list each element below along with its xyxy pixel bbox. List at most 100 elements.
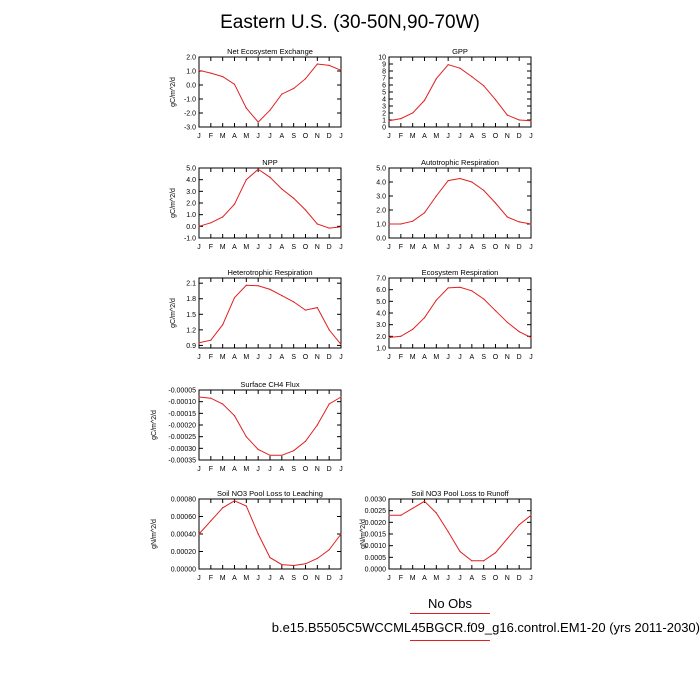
x-tick-label: J: [256, 466, 260, 473]
data-point: [304, 78, 307, 80]
data-point: [233, 415, 236, 417]
series-line: [198, 396, 342, 456]
plot-frame: [198, 498, 342, 570]
data-point: [198, 396, 200, 398]
data-point: [388, 223, 390, 225]
x-tick-label: S: [481, 133, 486, 140]
y-tick-label: 4.0: [186, 177, 196, 184]
x-tick-label: D: [327, 354, 332, 361]
y-tick-label: 0.00000: [171, 567, 196, 574]
x-tick-label: J: [197, 575, 201, 582]
data-point: [304, 440, 307, 442]
x-tick-label: J: [268, 354, 272, 361]
data-point: [423, 99, 426, 101]
x-tick-label: A: [232, 354, 237, 361]
data-point: [471, 290, 473, 292]
x-tick-label: D: [327, 244, 332, 251]
data-point: [483, 189, 485, 191]
data-point: [222, 76, 224, 78]
y-tick-label: 0.00040: [171, 532, 196, 539]
data-point: [245, 284, 247, 286]
x-tick-label: J: [256, 244, 260, 251]
data-point: [257, 533, 259, 535]
data-point: [483, 560, 485, 562]
x-tick-label: M: [410, 575, 416, 582]
y-axis-label: gN/m^2/d: [360, 519, 367, 549]
x-tick-label: S: [481, 354, 486, 361]
data-point: [340, 69, 342, 71]
x-tick-label: J: [268, 466, 272, 473]
x-tick-label: A: [422, 133, 427, 140]
x-tick-label: J: [339, 133, 343, 140]
x-tick-label: J: [387, 354, 391, 361]
data-point: [506, 321, 508, 323]
chart-panel: J F M A M J J A S O N D J0.000000.000200.000400.0006…: [151, 489, 343, 582]
series-line: [198, 284, 342, 345]
x-tick-label: A: [232, 575, 237, 582]
x-tick-label: J: [339, 575, 343, 582]
data-point: [412, 112, 414, 114]
data-point: [198, 533, 200, 535]
series-line: [388, 64, 532, 122]
y-tick-label: 1.2: [186, 327, 196, 334]
data-point: [281, 295, 283, 297]
data-point: [340, 396, 342, 398]
data-point: [400, 223, 402, 225]
data-point: [304, 563, 307, 565]
data-point: [210, 397, 212, 399]
panel-title: Autotrophic Respiration: [421, 158, 499, 167]
y-tick-label: -0.00010: [168, 399, 196, 406]
x-tick-label: A: [422, 354, 427, 361]
x-tick-label: O: [493, 354, 499, 361]
x-tick-label: F: [209, 354, 213, 361]
x-tick-label: M: [220, 244, 226, 251]
x-tick-label: S: [291, 244, 296, 251]
y-tick-label: -3.0: [184, 125, 196, 132]
x-tick-label: M: [220, 466, 226, 473]
data-point: [281, 188, 283, 190]
series-line: [198, 63, 342, 123]
y-tick-label: 4.0: [376, 311, 386, 318]
data-point: [281, 564, 283, 566]
chart-panel: J F M A M J J A S O N D J0.01.02.03.04.05.0Autotroph…: [376, 158, 532, 251]
y-tick-label: -1.0: [184, 236, 196, 243]
x-tick-label: J: [446, 244, 450, 251]
panel-title: Soil NO3 Pool Loss to Runoff: [411, 489, 509, 498]
x-tick-label: M: [433, 133, 439, 140]
data-point: [198, 225, 200, 227]
x-tick-label: M: [433, 354, 439, 361]
x-tick-label: F: [399, 244, 403, 251]
x-tick-label: A: [279, 244, 284, 251]
data-point: [447, 64, 449, 66]
plot-frame: [198, 167, 342, 239]
y-tick-label: 1.0: [376, 222, 386, 229]
x-tick-label: J: [197, 466, 201, 473]
data-point: [281, 454, 283, 456]
x-tick-label: J: [256, 354, 260, 361]
y-tick-label: 5.0: [186, 166, 196, 173]
data-point: [423, 317, 426, 319]
panel-title: NPP: [262, 158, 277, 167]
data-point: [506, 216, 508, 218]
x-tick-label: J: [197, 133, 201, 140]
data-point: [412, 220, 414, 222]
x-tick-label: M: [243, 244, 249, 251]
y-tick-label: -2.0: [184, 111, 196, 118]
y-tick-label: -0.00030: [168, 446, 196, 453]
data-point: [328, 549, 330, 551]
x-tick-label: O: [493, 244, 499, 251]
data-point: [459, 550, 461, 553]
y-tick-label: 3.0: [376, 194, 386, 201]
chart-panel: J F M A M J J A S O N D J-0.00035-0.00030-0.00025-0.…: [151, 380, 343, 473]
data-point: [269, 557, 271, 559]
y-tick-label: 5: [382, 90, 386, 97]
data-point: [412, 328, 414, 330]
x-tick-label: M: [220, 354, 226, 361]
y-tick-label: 0.0: [186, 83, 196, 90]
x-tick-label: F: [399, 133, 403, 140]
data-point: [530, 514, 532, 516]
panel-title: Ecosystem Respiration: [422, 268, 499, 277]
y-tick-label: 1.5: [186, 312, 196, 319]
chart-panel: J F M A M J J A S O N D J-1.00.01.02.03.04.05.0NPPgC…: [170, 158, 343, 251]
